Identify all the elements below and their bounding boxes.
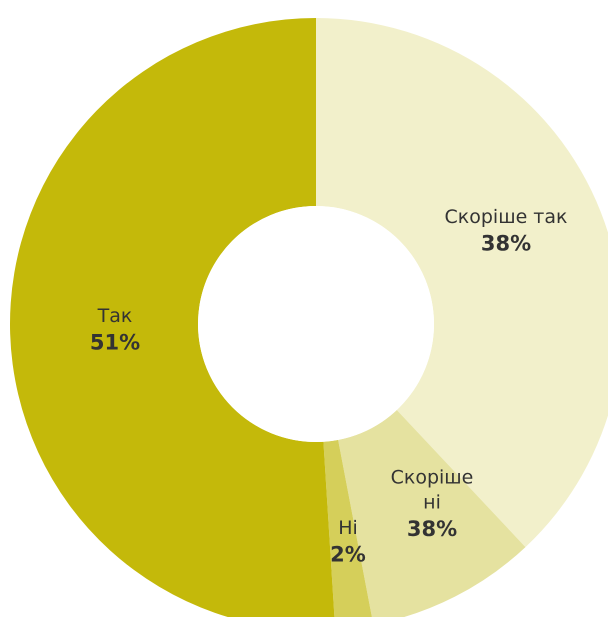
donut-slice-1 xyxy=(338,410,526,617)
slice-name-label-2-0: Ні xyxy=(338,517,358,539)
slice-value-label-1: 38% xyxy=(407,517,457,541)
slice-value-label-3: 51% xyxy=(90,331,140,355)
slice-value-label-0: 38% xyxy=(481,232,531,256)
donut-hole xyxy=(198,206,434,442)
slice-name-label-0-0: Скоріше так xyxy=(444,206,567,228)
slice-name-label-1-0: Скоріше xyxy=(391,467,474,489)
donut-slice-2 xyxy=(323,439,372,617)
donut-slice-3 xyxy=(10,18,335,617)
slice-name-label-1-1: ні xyxy=(423,492,441,514)
donut-slice-0 xyxy=(316,18,608,548)
slice-name-label-3-0: Так xyxy=(97,305,133,327)
slice-value-label-2: 2% xyxy=(330,543,366,567)
